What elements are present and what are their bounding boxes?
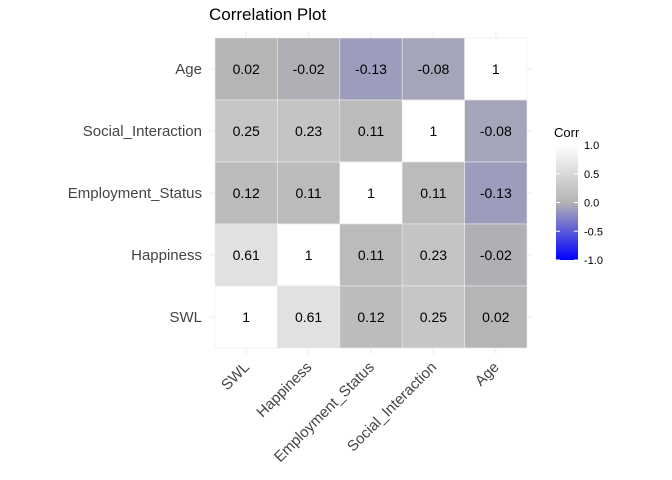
cell-value-label: 0.61 [295,309,322,325]
heatmap-cell [401,285,465,349]
heatmap-cell [464,99,528,163]
heatmap-cell [214,99,278,163]
heatmap-cell [464,161,528,225]
y-tick-label: Age [175,61,202,78]
cell-value-label: 1 [492,61,500,77]
heatmap-cell [277,161,341,225]
heatmap-cell-labels: 0.02 -0.02 -0.13 -0.08 1 0.25 0.23 0.11 1 -0.08 0.… [233,61,512,325]
heatmap-cell [277,37,341,101]
cell-value-label: 0.25 [233,123,260,139]
legend-title: Corr [554,125,580,140]
x-tick-label: Age [472,359,503,390]
cell-value-label: 0.61 [233,247,260,263]
heatmap-cell [339,99,403,163]
cell-value-label: 0.11 [358,247,384,263]
heatmap-cell [339,223,403,287]
heatmap-cell [464,37,528,101]
cell-value-label: 0.23 [295,123,322,139]
cell-value-label: -0.02 [480,247,512,263]
heatmap-cell [339,285,403,349]
color-legend: Corr 1.0 0.5 0.0 -0.5 -1.0 [554,125,603,267]
cell-value-label: 0.23 [420,247,447,263]
cell-value-label: 1 [430,123,438,139]
legend-tick-label: 1.0 [584,140,599,152]
heatmap-cell [214,285,278,349]
cell-value-label: 0.12 [233,185,260,201]
heatmap-cell [401,223,465,287]
cell-value-label: -0.13 [355,61,387,77]
chart-title: Correlation Plot [209,5,326,24]
cell-value-label: -0.08 [417,61,449,77]
heatmap-cell [214,223,278,287]
cell-value-label: 0.11 [358,123,384,139]
y-tick-label: Happiness [131,247,202,264]
heatmap-cell [401,99,465,163]
legend-colorbar [556,145,578,260]
cell-value-label: 0.25 [420,309,447,325]
cell-value-label: 0.11 [420,185,446,201]
x-tick-label: SWL [218,359,253,394]
legend-tick-label: -1.0 [584,255,603,267]
cell-value-label: 0.02 [482,309,509,325]
x-axis-tick-labels: SWL HappinessEmployment_StatusSocial_Inte… [218,359,503,466]
legend-tick-label: -0.5 [584,226,603,238]
y-tick-label: SWL [169,309,202,326]
y-tick-label: Social_Interaction [83,123,202,140]
heatmap-cell [464,285,528,349]
heatmap-cell [277,99,341,163]
legend-ticks: 1.0 0.5 0.0 -0.5 -1.0 [556,140,603,267]
legend-tick-label: 0.0 [584,198,599,210]
heatmap-cell [277,285,341,349]
cell-value-label: 1 [242,309,250,325]
heatmap-cell [401,37,465,101]
heatmap-cells [214,37,528,349]
cell-value-label: -0.02 [293,61,325,77]
cell-value-label: 0.02 [233,61,260,77]
cell-value-label: 1 [367,185,375,201]
cell-value-label: 0.12 [357,309,384,325]
heatmap-cell [214,161,278,225]
heatmap-cell [401,161,465,225]
cell-value-label: 0.11 [295,185,321,201]
heatmap-cell [339,161,403,225]
cell-value-label: 1 [305,247,313,263]
y-tick-label: Employment_Status [68,185,202,202]
cell-value-label: -0.13 [480,185,512,201]
legend-tick-label: 0.5 [584,169,599,181]
y-axis-tick-labels: Age Social_Interaction Employment_Status Ha… [68,61,202,326]
heatmap-cell [464,223,528,287]
x-tick-label: Happiness [253,359,315,421]
cell-value-label: -0.08 [480,123,512,139]
